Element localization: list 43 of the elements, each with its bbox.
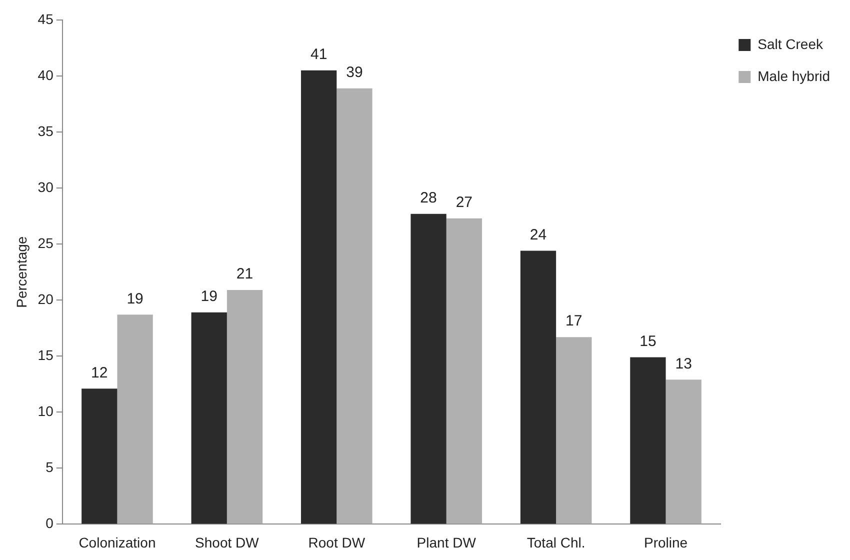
bar — [226, 290, 263, 524]
x-tick-label: Shoot DW — [195, 534, 260, 550]
bar — [410, 214, 446, 524]
bar — [446, 218, 482, 524]
legend-label: Male hybrid — [758, 68, 830, 84]
data-label: 24 — [530, 226, 547, 244]
x-tick-label: Plant DW — [416, 534, 477, 550]
y-tick-label: 0 — [46, 515, 54, 532]
data-label: 41 — [310, 46, 328, 64]
y-tick-label: 35 — [38, 122, 54, 139]
data-label: 19 — [126, 290, 144, 308]
y-tick-label: 30 — [38, 178, 54, 195]
y-tick-label: 20 — [38, 290, 54, 307]
y-tick-label: 5 — [46, 459, 54, 476]
bar — [336, 88, 372, 524]
data-label: 17 — [566, 312, 582, 330]
legend-label: Salt Creek — [758, 36, 824, 52]
y-tick-label: 45 — [38, 10, 54, 27]
y-tick-label: 25 — [38, 234, 54, 251]
data-label: 21 — [236, 266, 254, 283]
x-tick-label: Proline — [644, 534, 688, 550]
bar — [666, 380, 702, 524]
x-tick-label: Colonization — [78, 534, 156, 550]
bar — [82, 388, 118, 524]
data-label: 27 — [456, 194, 473, 211]
bar — [300, 70, 337, 524]
data-label: 39 — [346, 64, 363, 81]
data-label: 28 — [420, 189, 437, 206]
x-tick-label: Root DW — [308, 534, 366, 550]
y-tick-label: 10 — [38, 403, 54, 420]
bar — [117, 314, 153, 524]
bar — [556, 337, 592, 524]
y-tick-label: 40 — [38, 66, 54, 83]
bar — [191, 312, 227, 524]
data-label: 12 — [91, 364, 108, 382]
y-tick-label: 15 — [38, 346, 54, 363]
x-tick-label: Total Chl. — [526, 534, 586, 550]
bar — [630, 357, 666, 524]
data-label: 19 — [200, 288, 218, 306]
y-axis-title: Percentage — [13, 236, 30, 308]
bar — [520, 250, 556, 524]
data-label: 13 — [675, 355, 692, 372]
data-label: 15 — [640, 332, 656, 350]
